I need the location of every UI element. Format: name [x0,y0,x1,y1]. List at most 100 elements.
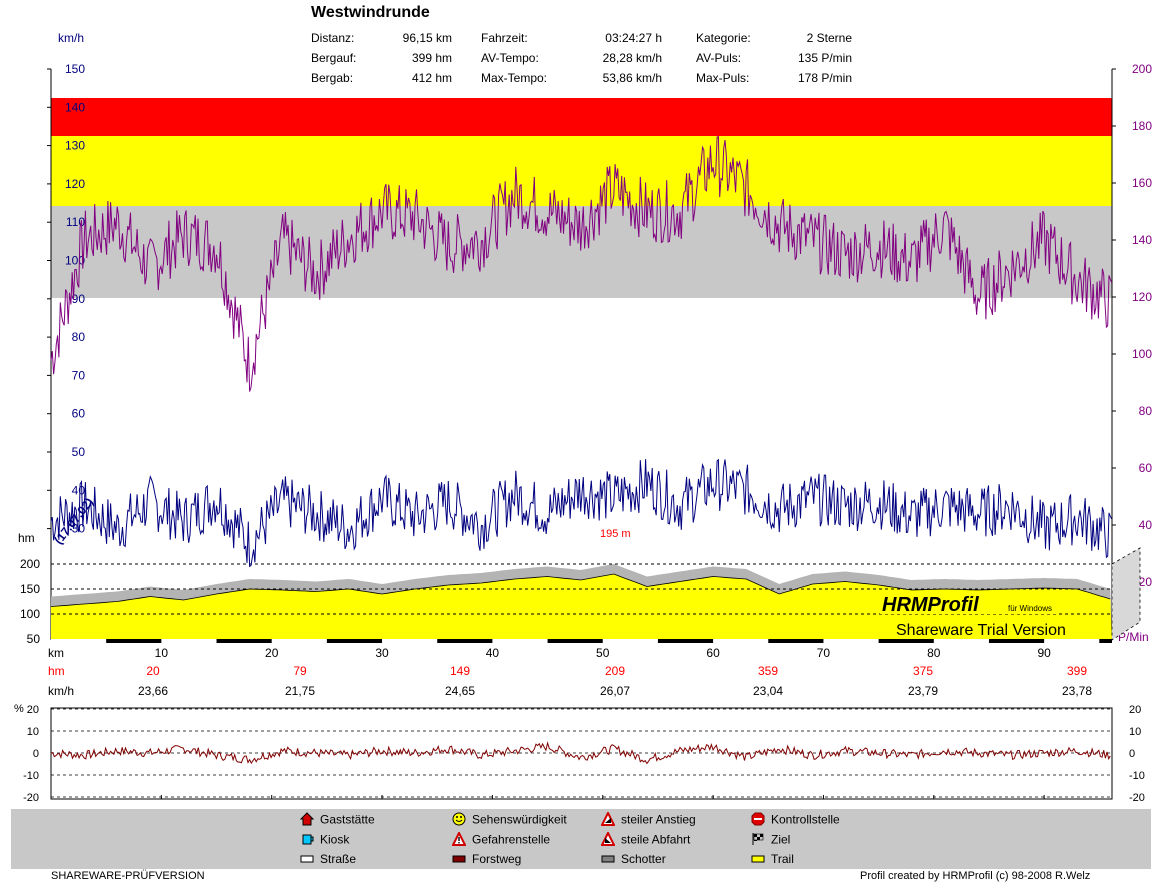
pulse-tick-label: 100 [1132,347,1152,361]
stat-value: 399 hm [411,51,452,65]
speed-tick-label: 60 [72,407,86,421]
hm-value: 20 [146,664,160,678]
legend-item: Trail [751,852,794,867]
kmh-value: 23,66 [138,684,168,698]
speed-tick-label: 120 [65,177,85,191]
km-unit: km [48,646,64,660]
kmh-value: 21,75 [285,684,315,698]
stat-label: AV-Puls: [696,51,742,65]
speed-tick-label: 80 [72,330,86,344]
stat-value: 03:24:27 h [605,31,662,45]
grade-tick-right: -20 [1129,792,1145,804]
pulse-tick-label: 120 [1132,290,1152,304]
legend-item: steiler Anstieg [600,810,696,829]
kiosk-icon [300,832,314,849]
stat-label: Max-Puls: [696,71,750,85]
stat-label: Fahrzeit: [481,31,528,45]
strasse-swatch [300,853,314,867]
km-tick-label: 90 [1037,646,1051,660]
km-tick-label: 60 [706,646,720,660]
hm-value: 399 [1067,664,1087,678]
legend-item: Kontrollstelle [751,812,840,829]
pulse-tick-label: 40 [1139,518,1153,532]
height-tick-label: 100 [20,607,40,621]
pulse-tick-label: 180 [1132,119,1152,133]
speed-tick-label: 140 [65,100,85,114]
watermark-brand: HRMProfil [882,594,979,616]
stat-label: Max-Tempo: [481,71,548,85]
kmh-value: 23,78 [1062,684,1092,698]
grade-tick-right: -10 [1129,770,1145,782]
kmh-value: 23,04 [753,684,783,698]
pulse-tick-label: 140 [1132,233,1152,247]
km-tick-label: 30 [375,646,389,660]
hm-value: 359 [758,664,778,678]
grade-tick-right: 10 [1129,726,1141,738]
height-tick-label: 150 [20,582,40,596]
hm-value: 209 [605,664,625,678]
grade-tick-left: 0 [33,748,39,760]
legend-item: Straße [300,852,356,867]
pulse-line [50,135,1113,392]
speed-tick-label: 40 [72,483,86,497]
stat-value: 135 P/min [797,51,852,65]
stat-value: 53,86 km/h [602,71,662,85]
height-unit: hm [18,531,35,545]
kmh-value: 23,79 [908,684,938,698]
kmh-value: 24,65 [445,684,475,698]
pulse-tick-label: 80 [1139,404,1153,418]
speed-tick-label: 150 [65,62,85,76]
speed-tick-label: 130 [65,139,85,153]
pulse-unit: P/Min [1118,630,1149,644]
finish-flag-icon [751,832,765,849]
smiley-icon [452,812,466,829]
pulse-tick-label: 200 [1132,62,1152,76]
gasthaus-icon [299,812,315,829]
stat-label: Distanz: [311,31,355,45]
height-marker-label: 195 m [600,528,631,540]
footer-left: SHAREWARE-PRÜFVERSION [51,870,205,882]
stat-label: Kategorie: [696,31,751,45]
stat-label: AV-Tempo: [481,51,539,65]
warning-icon [451,830,467,849]
pulse-tick-label: 160 [1132,176,1152,190]
zone-yellow [51,136,1112,206]
forstweg-swatch [452,853,466,867]
legend-item: Forstweg [452,852,521,867]
kmh-row-label: km/h [48,684,74,698]
speed-tick-label: 90 [72,292,86,306]
legend-item: Gefahrenstelle [451,830,550,849]
steep-down-icon [600,830,616,849]
hm-value: 375 [913,664,933,678]
pulse-tick-label: 60 [1139,461,1153,475]
height-tick-label: 200 [20,557,40,571]
grade-tick-right: 0 [1129,748,1135,760]
speed-tick-label: 70 [72,368,86,382]
grade-tick-left: -20 [23,792,39,804]
km-tick-label: 10 [155,646,169,660]
legend [11,809,1151,869]
km-tick-label: 80 [927,646,941,660]
speed-tick-label: 50 [72,445,86,459]
grade-unit: % [14,703,24,715]
legend-item: Schotter [601,852,666,867]
height-tick-label: 50 [27,632,41,646]
speed-line [50,458,1113,568]
stat-value: 28,28 km/h [602,51,662,65]
stat-value: 178 P/min [797,71,852,85]
trail-swatch [751,853,765,867]
km-tick-label: 40 [486,646,500,660]
speed-tick-label: 100 [65,254,85,268]
steep-up-icon [600,810,616,829]
zone-red [51,98,1112,136]
hm-value: 79 [293,664,307,678]
stat-label: Bergauf: [311,51,357,65]
stat-value: 96,15 km [402,31,452,45]
legend-item: steile Abfahrt [600,830,690,849]
km-tick-label: 70 [817,646,831,660]
kmh-value: 26,07 [600,684,630,698]
hm-value: 149 [450,664,470,678]
stat-value: 2 Sterne [806,31,852,45]
hm-row-label: hm [48,664,65,678]
